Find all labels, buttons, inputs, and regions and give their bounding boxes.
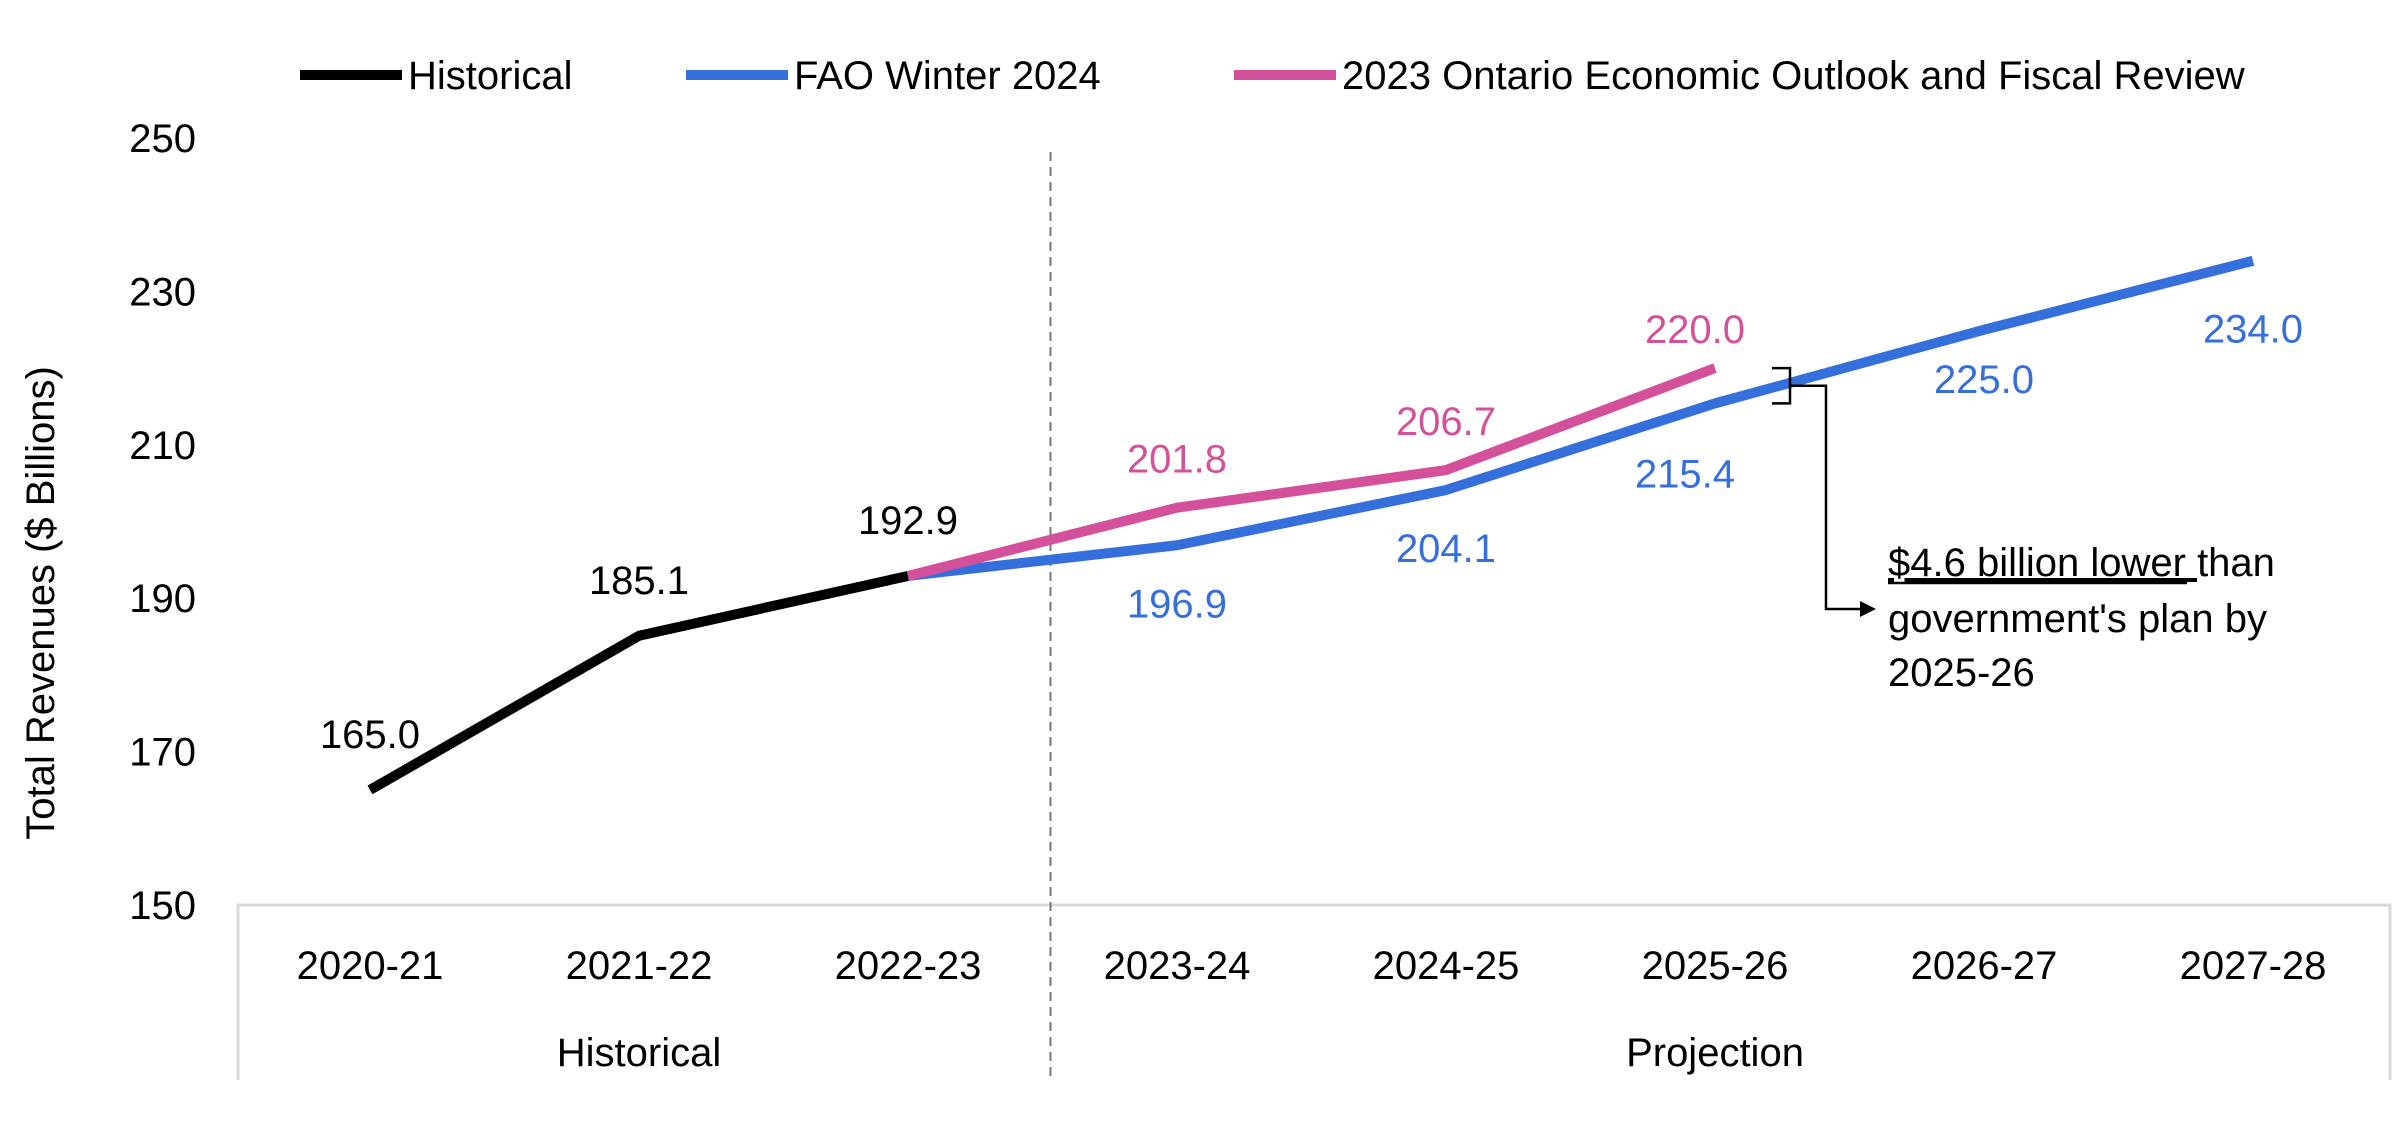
y-tick-label: 190 bbox=[129, 577, 196, 621]
annotation-line-2: government's plan by bbox=[1888, 597, 2267, 641]
annotation-rest: than bbox=[2197, 541, 2275, 585]
annotation-line-1: $4.6 billion lower than bbox=[1888, 541, 2275, 585]
x-group-label: Historical bbox=[557, 1031, 721, 1075]
data-label: 206.7 bbox=[1396, 400, 1496, 444]
data-label: 225.0 bbox=[1934, 358, 2034, 402]
legend-label: 2023 Ontario Economic Outlook and Fiscal… bbox=[1342, 54, 2245, 98]
data-label: 220.0 bbox=[1645, 308, 1745, 352]
data-label: 234.0 bbox=[2203, 308, 2303, 352]
arrow-head bbox=[1860, 601, 1876, 617]
x-tick-label: 2022-23 bbox=[835, 944, 982, 988]
x-group-label: Projection bbox=[1626, 1031, 1804, 1075]
y-tick-label: 210 bbox=[129, 424, 196, 468]
x-tick-label: 2023-24 bbox=[1104, 944, 1251, 988]
x-tick-label: 2026-27 bbox=[1911, 944, 2058, 988]
series-line bbox=[367, 571, 910, 795]
data-label: 192.9 bbox=[858, 499, 958, 543]
annotation-emphasis: $4.6 billion lower bbox=[1888, 541, 2197, 585]
legend-label: FAO Winter 2024 bbox=[794, 54, 1101, 98]
data-label: 185.1 bbox=[589, 559, 689, 603]
y-tick-label: 230 bbox=[129, 270, 196, 314]
x-tick-label: 2021-22 bbox=[566, 944, 713, 988]
data-label: 204.1 bbox=[1396, 527, 1496, 571]
y-tick-label: 250 bbox=[129, 117, 196, 161]
series-line bbox=[906, 363, 1717, 581]
annotation-line-3: 2025-26 bbox=[1888, 651, 2035, 695]
y-tick-label: 170 bbox=[129, 731, 196, 775]
x-tick-label: 2024-25 bbox=[1373, 944, 1520, 988]
y-axis-title: Total Revenues ($ Billions) bbox=[19, 366, 63, 840]
legend-label: Historical bbox=[408, 54, 572, 98]
data-label: 196.9 bbox=[1127, 582, 1227, 626]
x-tick-label: 2027-28 bbox=[2180, 944, 2327, 988]
annotation-arrow bbox=[1790, 384, 1862, 611]
category-axis-frame bbox=[236, 903, 2392, 1080]
x-tick-label: 2020-21 bbox=[297, 944, 444, 988]
data-label: 215.4 bbox=[1635, 452, 1735, 496]
data-label: 165.0 bbox=[320, 713, 420, 757]
series-line bbox=[907, 255, 2255, 581]
y-tick-label: 150 bbox=[129, 884, 196, 928]
data-label: 201.8 bbox=[1127, 438, 1227, 482]
x-tick-label: 2025-26 bbox=[1642, 944, 1789, 988]
